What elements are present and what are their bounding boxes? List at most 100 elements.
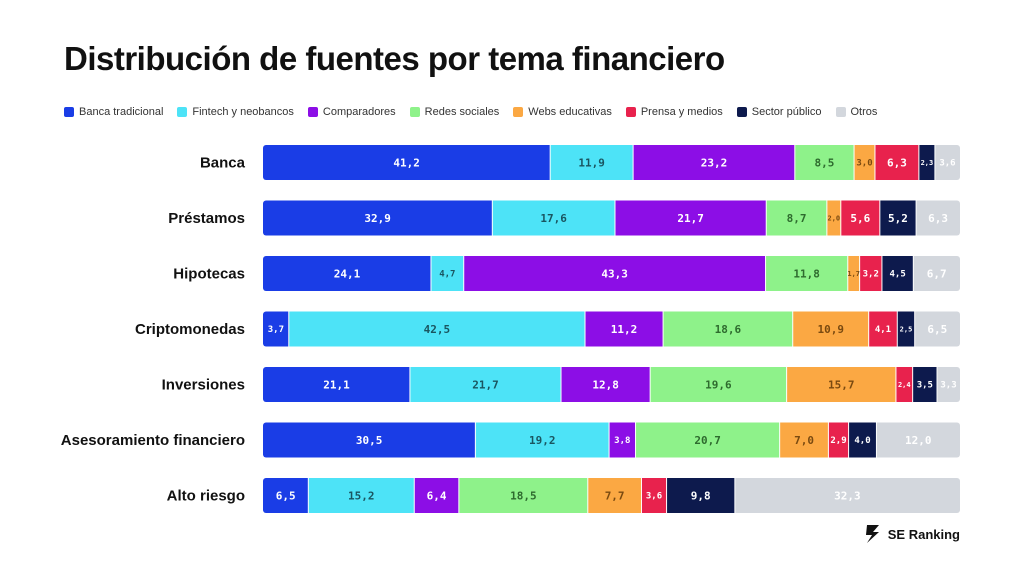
data-label: 12,0 — [905, 434, 932, 447]
chart-title: Distribución de fuentes por tema financi… — [64, 40, 725, 77]
bar-segment — [786, 367, 896, 402]
legend-label: Otros — [850, 106, 878, 118]
bar-segment — [585, 311, 664, 347]
category-label: Hipotecas — [173, 266, 245, 283]
bar-segment — [263, 478, 309, 513]
bar-segment — [430, 256, 464, 291]
data-label: 5,6 — [850, 212, 870, 225]
legend-swatch — [625, 107, 636, 117]
brand-logo: SE Ranking — [864, 524, 960, 544]
bar-segment — [458, 478, 588, 513]
data-label: 21,7 — [677, 212, 704, 225]
legend-swatch — [513, 107, 524, 117]
bar-segment — [840, 200, 880, 236]
legend-label: Webs educativas — [528, 106, 612, 118]
bar-segment — [263, 145, 551, 180]
bar-segment — [475, 422, 610, 458]
bar-segment — [263, 422, 476, 458]
data-label: 8,5 — [814, 156, 834, 169]
legend-item: Fintech y neobancos — [177, 106, 294, 118]
data-label: 7,7 — [605, 489, 625, 502]
legend-item: Sector público — [736, 106, 822, 118]
bar-segment — [288, 311, 586, 347]
bar-segment — [308, 478, 415, 513]
data-label: 12,8 — [592, 378, 619, 391]
bar-segment — [918, 145, 935, 180]
data-label: 3,6 — [939, 159, 955, 169]
bar-row — [263, 145, 960, 180]
bar-segment — [765, 256, 848, 291]
bar-row — [263, 367, 960, 402]
bar-segment — [792, 311, 869, 347]
category-label: Alto riesgo — [167, 488, 245, 505]
data-label: 8,7 — [787, 212, 807, 225]
legend-item: Banca tradicional — [64, 106, 163, 118]
bar-segment — [641, 478, 667, 513]
data-label: 4,5 — [889, 270, 905, 280]
legend-swatch — [177, 107, 188, 117]
bar-segment — [897, 311, 915, 347]
bar-segment — [874, 145, 919, 180]
bar-row — [263, 422, 960, 458]
bar-segment — [854, 145, 875, 180]
data-label: 7,0 — [794, 434, 814, 447]
data-label: 3,3 — [940, 381, 956, 391]
data-label: 15,7 — [828, 378, 855, 391]
bar-row — [263, 256, 960, 291]
data-label: 6,4 — [427, 489, 447, 502]
legend-swatch — [736, 107, 747, 117]
bar-segment — [826, 200, 841, 236]
data-label: 11,8 — [793, 267, 820, 280]
bar-segment — [937, 367, 960, 402]
data-label: 4,1 — [875, 325, 891, 335]
bar-segment — [561, 367, 651, 402]
legend-label: Comparadores — [322, 106, 396, 118]
data-label: 6,7 — [927, 267, 947, 280]
data-label: 41,2 — [393, 156, 420, 169]
bar-segment — [912, 367, 938, 402]
legend-label: Prensa y medios — [640, 106, 723, 118]
bar-segment — [914, 311, 960, 347]
data-label: 17,6 — [540, 212, 567, 225]
legend-item: Redes sociales — [409, 106, 499, 118]
data-label: 30,5 — [356, 434, 383, 447]
data-label: 2,9 — [830, 436, 846, 446]
data-label: 1,7 — [847, 270, 860, 278]
bar-segment — [263, 256, 431, 291]
legend-swatch — [409, 107, 420, 117]
bar-segment — [734, 478, 960, 513]
data-label: 9,8 — [691, 489, 711, 502]
bar-segment — [609, 422, 636, 458]
legend-label: Banca tradicional — [79, 106, 164, 118]
bar-segment — [650, 367, 787, 402]
category-label: Préstamos — [168, 210, 245, 227]
data-label: 10,9 — [817, 323, 844, 336]
bar-segment — [263, 367, 410, 402]
bar-row — [263, 311, 960, 347]
bar-segment — [463, 256, 766, 291]
data-label: 6,3 — [928, 212, 948, 225]
data-label: 24,1 — [334, 267, 361, 280]
data-label: 4,7 — [439, 270, 455, 280]
data-label: 3,5 — [917, 381, 933, 391]
bar-segment — [263, 200, 493, 236]
legend-item: Otros — [835, 106, 878, 118]
data-label: 15,2 — [348, 489, 375, 502]
bar-segment — [263, 311, 289, 347]
data-label: 3,8 — [614, 436, 630, 446]
bar-segment — [409, 367, 562, 402]
bar-segment — [766, 200, 827, 236]
data-label: 21,1 — [323, 378, 350, 391]
bar-segment — [859, 256, 882, 291]
se-ranking-logo-icon — [865, 525, 879, 543]
data-label: 18,5 — [510, 489, 537, 502]
bar-row — [263, 200, 960, 236]
bar-segment — [868, 311, 898, 347]
category-label: Inversiones — [162, 377, 245, 394]
legend-swatch — [835, 107, 846, 117]
bar-segment — [663, 311, 793, 347]
bar-segment — [633, 145, 795, 180]
bar-segment — [934, 145, 960, 180]
data-label: 23,2 — [701, 156, 728, 169]
